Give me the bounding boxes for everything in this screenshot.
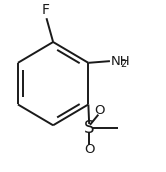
Text: S: S <box>84 119 94 137</box>
Text: O: O <box>84 143 94 156</box>
Text: 2: 2 <box>121 59 127 69</box>
Text: O: O <box>95 104 105 117</box>
Text: F: F <box>42 3 50 17</box>
Text: NH: NH <box>110 55 130 68</box>
